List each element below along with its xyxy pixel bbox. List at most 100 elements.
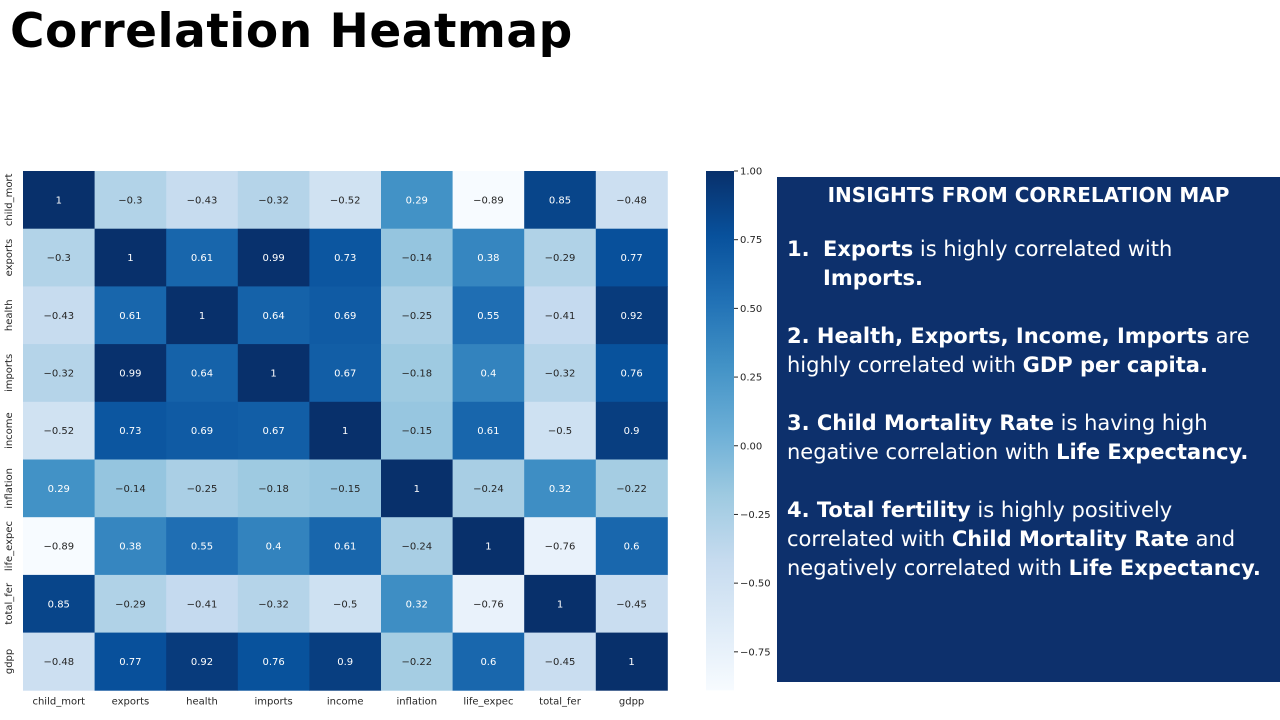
heatmap-cell-exports-imports	[237, 228, 310, 287]
heatmap-cell-health-total_fer	[524, 286, 597, 345]
cell-value-label: 0.38	[119, 542, 141, 553]
heatmap-cell-total_fer-income	[309, 574, 382, 633]
cell-value-label: 0.9	[624, 426, 640, 437]
colorbar-tick-label: −0.50	[740, 579, 770, 590]
heatmap-cell-life_expec-gdpp	[595, 517, 668, 576]
heatmap-cell-exports-total_fer	[524, 228, 597, 287]
heatmap-cell-imports-income	[309, 344, 382, 403]
cell-value-label: −0.48	[616, 195, 647, 206]
cell-value-label: 0.67	[334, 368, 356, 379]
y-tick-label-health: health	[4, 299, 15, 331]
heatmap-cell-imports-total_fer	[524, 344, 597, 403]
cell-value-label: 0.99	[262, 253, 284, 264]
x-tick-label-life_expec: life_expec	[463, 696, 513, 707]
heatmap-cell-inflation-exports	[94, 459, 167, 518]
cell-value-label: −0.15	[401, 426, 432, 437]
heatmap-cell-health-inflation	[381, 286, 453, 345]
insights-panel: INSIGHTS FROM CORRELATION MAP 1. Exports…	[777, 177, 1280, 682]
cell-value-label: −0.5	[548, 426, 572, 437]
y-tick-label-income: income	[4, 412, 15, 449]
insight-2-bold-vars: 2. Health, Exports, Income, Imports	[787, 324, 1209, 348]
insight-4-text-a: is highly positively correlated with	[787, 498, 1173, 551]
heatmap-cell-income-imports	[237, 401, 310, 460]
page-title: Correlation Heatmap	[10, 4, 573, 59]
heatmap-cell-child_mort-health	[166, 171, 239, 230]
cell-value-label: −0.25	[187, 484, 218, 495]
cell-value-label: −0.76	[473, 599, 504, 610]
x-tick-label-health: health	[186, 696, 218, 707]
cell-value-label: 0.85	[549, 195, 571, 206]
heatmap-cell-imports-imports	[237, 344, 310, 403]
heatmap-cell-inflation-life_expec	[452, 459, 525, 518]
y-tick-label-life_expec: life_expec	[4, 521, 15, 571]
cell-value-label: 0.29	[48, 484, 70, 495]
insight-1-bold-exports: Exports	[823, 237, 914, 261]
heatmap-cell-health-child_mort	[23, 286, 95, 345]
x-tick-label-child_mort: child_mort	[32, 696, 85, 707]
heatmap-cell-gdpp-child_mort	[23, 632, 95, 691]
cell-value-label: −0.89	[43, 542, 74, 553]
cell-value-label: 1	[414, 484, 420, 495]
cell-value-label: 1	[127, 253, 133, 264]
insight-4: 4. Total fertility is highly positively …	[787, 496, 1270, 583]
heatmap-cell-inflation-inflation	[381, 459, 453, 518]
heatmap-cell-income-child_mort	[23, 401, 95, 460]
cell-value-label: −0.45	[616, 599, 647, 610]
heatmap-cell-exports-child_mort	[23, 228, 95, 287]
heatmap-cell-child_mort-imports	[237, 171, 310, 230]
cell-value-label: 1	[270, 368, 276, 379]
cell-value-label: −0.29	[545, 253, 576, 264]
cell-value-label: −0.3	[47, 253, 71, 264]
cell-value-label: −0.52	[43, 426, 74, 437]
heatmap-cell-total_fer-life_expec	[452, 574, 525, 633]
colorbar-tick-label: 0.00	[740, 441, 762, 452]
cell-value-label: 0.61	[477, 426, 499, 437]
heatmap-cell-child_mort-child_mort	[23, 171, 95, 230]
heatmap-cell-gdpp-life_expec	[452, 632, 525, 691]
insight-1-bold-imports: Imports.	[823, 266, 924, 290]
cell-value-label: −0.24	[401, 542, 432, 553]
cell-value-label: 0.61	[334, 542, 356, 553]
heatmap-cell-health-imports	[237, 286, 310, 345]
colorbar-tick-label: −0.75	[740, 647, 770, 658]
heatmap-cell-health-income	[309, 286, 382, 345]
heatmap-cell-inflation-child_mort	[23, 459, 95, 518]
cell-value-label: 1	[56, 195, 62, 206]
insight-3-bold-life-exp: Life Expectancy.	[1056, 440, 1249, 464]
y-tick-label-imports: imports	[4, 354, 15, 392]
colorbar-tick-label: 0.25	[740, 373, 762, 384]
heatmap-cell-child_mort-exports	[94, 171, 167, 230]
cell-value-label: 0.55	[191, 542, 213, 553]
y-tick-label-inflation: inflation	[4, 468, 15, 509]
heatmap-cell-life_expec-life_expec	[452, 517, 525, 576]
heatmap-cell-inflation-imports	[237, 459, 310, 518]
cell-value-label: −0.45	[545, 657, 576, 668]
heatmap-cell-gdpp-health	[166, 632, 239, 691]
insight-3-text: is having high negative correlation with	[787, 411, 1208, 464]
cell-value-label: 1	[485, 542, 491, 553]
cell-value-label: 0.69	[191, 426, 213, 437]
cell-value-label: −0.76	[545, 542, 576, 553]
x-tick-label-total_fer: total_fer	[539, 696, 582, 707]
cell-value-label: 0.64	[262, 311, 284, 322]
cell-value-label: 0.6	[624, 542, 640, 553]
x-tick-label-exports: exports	[112, 696, 150, 707]
cell-value-label: 1	[342, 426, 348, 437]
heatmap-cell-income-exports	[94, 401, 167, 460]
heatmap-cell-health-life_expec	[452, 286, 525, 345]
cell-value-label: 0.76	[262, 657, 284, 668]
heatmap-cell-gdpp-gdpp	[595, 632, 668, 691]
heatmap-cell-child_mort-inflation	[381, 171, 453, 230]
heatmap-cell-exports-inflation	[381, 228, 453, 287]
heatmap-cell-exports-exports	[94, 228, 167, 287]
heatmap-cell-gdpp-income	[309, 632, 382, 691]
insight-3-bold-child-mort: 3. Child Mortality Rate	[787, 411, 1054, 435]
correlation-heatmap: 1 −0.3 −0.43 −0.32 −0.52 0.29 −0.89 0.85 −0.48 −0…	[4, 167, 770, 708]
colorbar-tick-label: 1.00	[740, 167, 762, 178]
cell-value-label: 0.85	[48, 599, 70, 610]
heatmap-cell-gdpp-exports	[94, 632, 167, 691]
heatmap-cell-inflation-income	[309, 459, 382, 518]
heatmap-cell-exports-income	[309, 228, 382, 287]
cell-value-label: 0.92	[620, 311, 642, 322]
heatmap-cell-income-inflation	[381, 401, 453, 460]
